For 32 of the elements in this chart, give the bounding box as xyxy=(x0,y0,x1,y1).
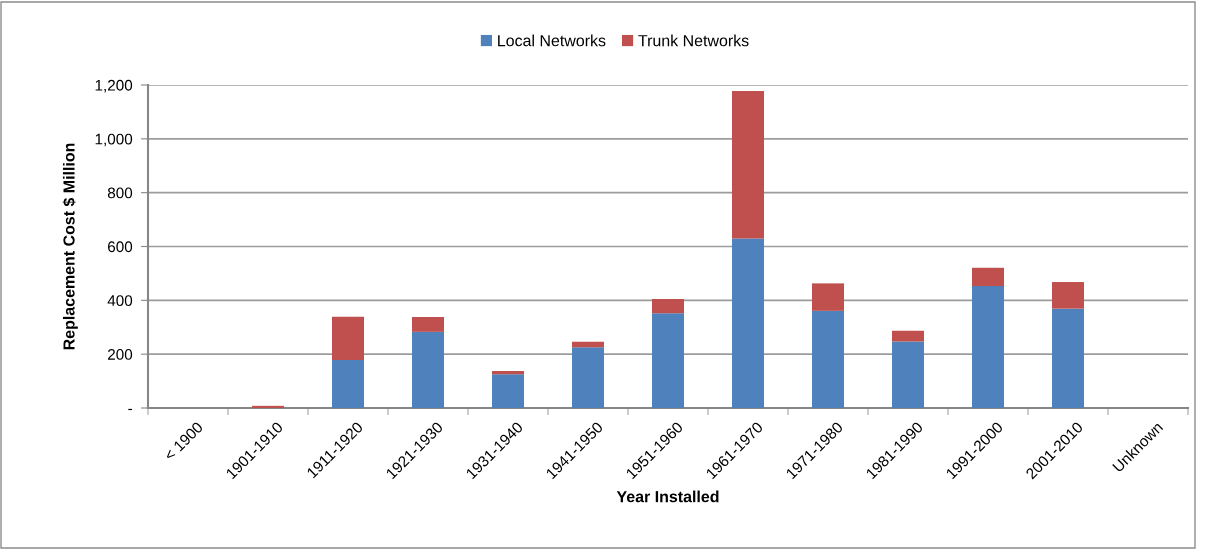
bar xyxy=(252,405,284,408)
y-axis-title: Replacement Cost $ Million xyxy=(62,143,78,350)
bar xyxy=(572,341,604,348)
bar xyxy=(332,316,364,361)
bar xyxy=(412,317,444,332)
bar xyxy=(492,374,524,408)
y-tick-label: 1,200 xyxy=(95,79,133,93)
bar xyxy=(812,310,844,408)
bar xyxy=(572,347,604,408)
bar xyxy=(892,330,924,342)
y-tick-label: 800 xyxy=(107,187,133,199)
y-tick-label: - xyxy=(128,408,133,411)
bar xyxy=(1052,282,1084,309)
bar xyxy=(332,360,364,408)
x-axis-title: Year Installed xyxy=(616,490,719,503)
bar xyxy=(972,286,1004,408)
bar xyxy=(812,283,844,311)
bar xyxy=(492,371,524,375)
bar xyxy=(972,267,1004,287)
y-tick-label: 1,000 xyxy=(95,133,133,147)
bar xyxy=(652,313,684,408)
bar xyxy=(732,238,764,408)
bar xyxy=(412,331,444,408)
bar xyxy=(652,298,684,314)
legend-label: Trunk Networks xyxy=(638,34,749,47)
y-tick-label: 200 xyxy=(108,349,133,360)
bar xyxy=(892,341,924,408)
legend-label: Local Networks xyxy=(498,34,606,47)
bar xyxy=(1052,308,1084,408)
bar xyxy=(732,90,764,239)
y-tick-label: 600 xyxy=(108,241,133,253)
y-tick-label: 400 xyxy=(107,295,133,307)
